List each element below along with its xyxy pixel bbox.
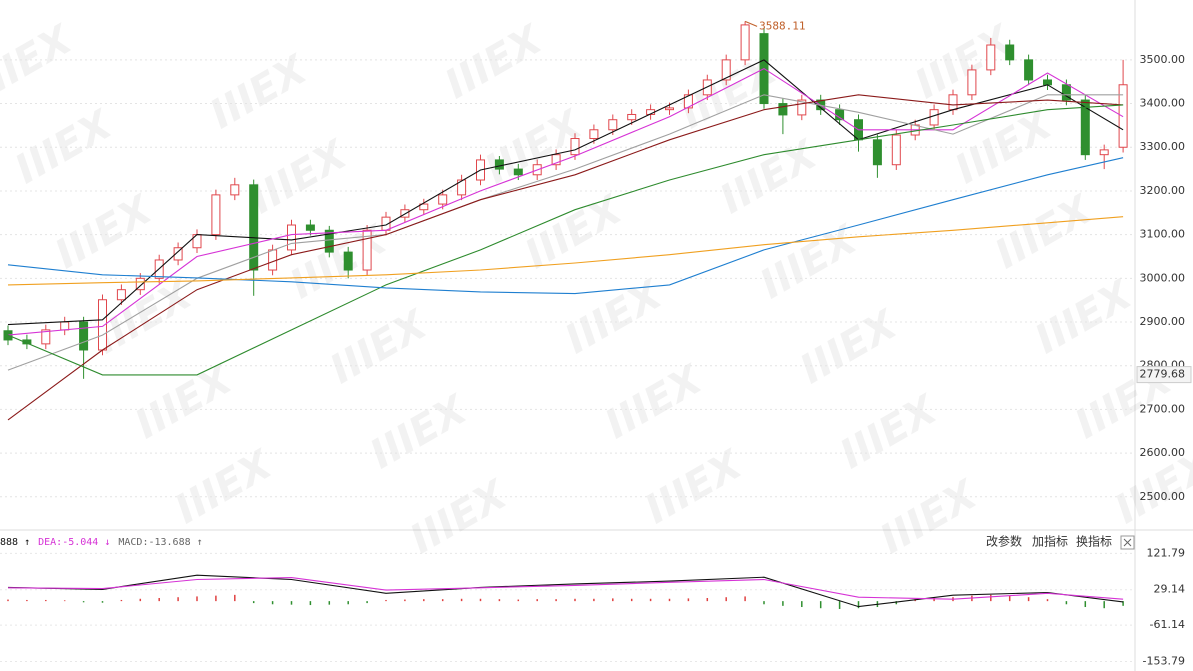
candle-body <box>513 168 523 176</box>
candle-body <box>116 289 126 301</box>
candle-body <box>438 194 448 205</box>
y-tick-label: 3200.00 <box>1140 184 1186 197</box>
candle-body <box>1080 99 1090 156</box>
candle-body <box>589 129 599 140</box>
y-tick-label: 2600.00 <box>1140 446 1186 459</box>
y-tick-label: 2700.00 <box>1140 402 1186 415</box>
candle-body <box>79 321 89 351</box>
y-tick-label: 3500.00 <box>1140 53 1186 66</box>
candle-body <box>60 321 70 331</box>
candle-body <box>41 329 51 345</box>
candle-body <box>305 224 315 231</box>
toolbar-button[interactable]: 改参数 <box>986 534 1022 549</box>
candle-body <box>1043 79 1052 86</box>
candle-body <box>948 94 958 111</box>
candle-body <box>797 99 807 116</box>
candle-body <box>627 113 637 121</box>
toolbar-button[interactable]: 加指标 <box>1032 534 1068 549</box>
high-label: 3588.11 <box>759 19 805 32</box>
candle-body <box>551 154 561 166</box>
candle-body <box>1005 44 1015 61</box>
candle-body <box>457 179 467 196</box>
candle-body <box>287 224 296 251</box>
y-tick-label: 29.14 <box>1154 583 1186 596</box>
line-series <box>7 67 1124 336</box>
line-series <box>7 104 1124 376</box>
candle-body <box>343 251 353 271</box>
indicator-label: 888 ↑ <box>0 537 30 548</box>
candle-body <box>608 119 618 131</box>
y-tick-label: 3400.00 <box>1140 97 1186 110</box>
candle-body <box>135 277 145 291</box>
y-tick-label: -61.14 <box>1150 618 1185 631</box>
candle-body <box>891 134 901 166</box>
candle-body <box>362 229 372 271</box>
indicator-label: DEA:-5.044 ↓ <box>38 537 110 548</box>
candle-body <box>665 107 674 111</box>
candle-body <box>778 103 788 116</box>
candle-body <box>324 229 334 253</box>
candle-body <box>570 138 580 156</box>
candle-body <box>419 203 429 211</box>
indicator-label: MACD:-13.688 ↑ <box>118 537 202 548</box>
y-tick-label: 121.79 <box>1147 546 1186 559</box>
candle-body <box>1024 59 1034 81</box>
price-marker <box>1136 366 1192 384</box>
annotation-arrow <box>744 20 758 27</box>
line-series <box>7 59 1124 326</box>
close-button[interactable] <box>1120 535 1135 550</box>
line-series <box>7 216 1124 286</box>
price-marker-label: 2779.68 <box>1140 368 1186 381</box>
candle-body <box>872 139 882 166</box>
line-series <box>7 577 1124 600</box>
line-series <box>7 94 1124 421</box>
candle-body <box>1118 84 1128 148</box>
y-tick-label: 3300.00 <box>1140 140 1186 153</box>
candle-body <box>211 194 221 236</box>
candle-body <box>740 24 750 61</box>
candle-body <box>721 59 731 81</box>
y-tick-label: -153.79 <box>1143 654 1185 667</box>
y-tick-label: 3000.00 <box>1140 271 1186 284</box>
candle-body <box>230 184 240 196</box>
toolbar-button[interactable]: 换指标 <box>1076 534 1112 549</box>
line-series <box>7 574 1124 608</box>
candle-body <box>967 69 977 96</box>
candle-body <box>986 44 996 71</box>
candle-body <box>494 159 504 170</box>
candle-body <box>1099 149 1109 156</box>
candle-body <box>249 184 259 271</box>
candle-body <box>683 94 693 109</box>
candle-body <box>173 247 183 261</box>
y-tick-label: 2900.00 <box>1140 315 1186 328</box>
candle-body <box>268 249 278 271</box>
candle-body <box>929 109 939 126</box>
y-tick-label: 2500.00 <box>1140 490 1186 503</box>
line-series <box>7 157 1124 295</box>
candle-body <box>1061 84 1071 101</box>
y-tick-label: 3100.00 <box>1140 228 1186 241</box>
